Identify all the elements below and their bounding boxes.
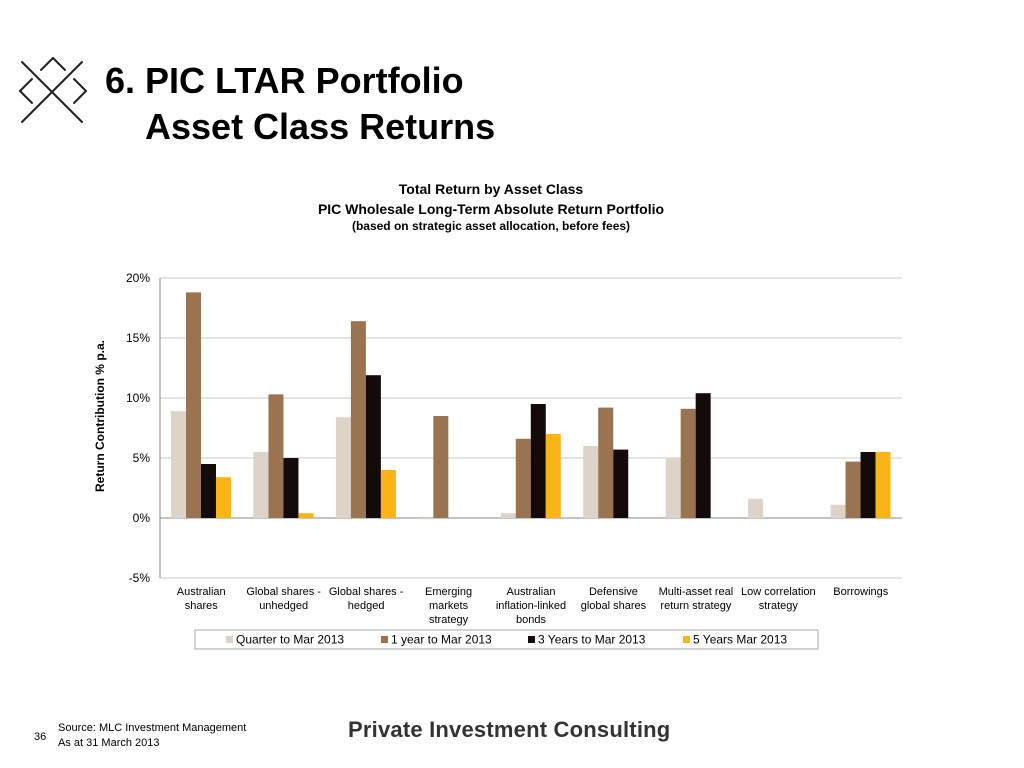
x-tick-label: strategy (429, 614, 469, 626)
y-axis-label: Return Contribution % p.a. (93, 340, 107, 492)
x-tick-label: Multi-asset real (659, 586, 734, 598)
slide-title-line1: 6. PIC LTAR Portfolio (105, 60, 464, 101)
x-logo-icon (19, 57, 87, 123)
y-tick-label: 10% (126, 391, 150, 405)
footer-source: Source: MLC Investment Management As at … (58, 721, 246, 751)
bar (298, 513, 314, 518)
bar (283, 458, 299, 518)
x-tick-label: unhedged (259, 600, 308, 612)
page-number: 36 (34, 731, 47, 743)
bar (335, 417, 351, 518)
bar (845, 461, 861, 518)
x-tick-label: shares (185, 600, 219, 612)
bar (201, 464, 216, 518)
bar-chart: -5% 0% 5% 10% 15% 20% Return Contribution % p.… (93, 271, 902, 650)
x-tick-label: markets (429, 600, 469, 612)
bar (598, 407, 614, 518)
x-tick-label: Global shares - (329, 586, 404, 598)
bar (748, 498, 764, 518)
x-tick-label: bonds (516, 614, 546, 626)
x-tick-label: Emerging (425, 586, 472, 598)
legend-label: 3 Years to Mar 2013 (538, 633, 646, 647)
bar (171, 411, 186, 518)
bar (530, 404, 546, 518)
legend-label: Quarter to Mar 2013 (236, 633, 344, 647)
x-tick-label: Borrowings (833, 586, 889, 598)
chart-title: Total Return by Asset Class (398, 181, 584, 197)
x-tick-label: Global shares - (246, 586, 321, 598)
x-tick-label: Australian (177, 586, 226, 598)
bar (515, 438, 531, 518)
x-tick-label: strategy (759, 600, 799, 612)
bar (380, 470, 396, 518)
slide-title: 6. PIC LTAR Portfolio Asset Class Return… (105, 58, 495, 150)
x-tick-label: return strategy (660, 600, 731, 612)
y-tick-label: 5% (133, 451, 151, 465)
x-tick-label: inflation-linked (496, 600, 566, 612)
bar (583, 446, 599, 518)
bar (545, 434, 561, 518)
x-tick-label: hedged (348, 600, 385, 612)
legend-swatch (381, 636, 388, 643)
legend-swatch (226, 636, 233, 643)
y-tick-label: 15% (126, 331, 150, 345)
source-text: Source: MLC Investment Management (58, 722, 247, 734)
bar (433, 416, 449, 518)
bar (680, 408, 696, 518)
bar (665, 458, 681, 518)
legend-swatch (683, 636, 690, 643)
as-at-text: As at 31 March 2013 (58, 737, 160, 749)
legend-swatch (528, 636, 535, 643)
y-tick-label: 0% (133, 511, 151, 525)
bar (500, 513, 516, 518)
x-tick-label: global shares (581, 600, 647, 612)
x-tick-label: Low correlation (741, 586, 816, 598)
chart-subtitle: PIC Wholesale Long-Term Absolute Return … (317, 201, 665, 217)
bar (186, 292, 201, 518)
bar (830, 504, 846, 518)
bar (418, 518, 434, 520)
brand-logo-text: Private Investment Consulting (348, 717, 671, 742)
bar (860, 452, 876, 518)
legend-label: 5 Years Mar 2013 (693, 633, 787, 647)
bar (875, 452, 891, 518)
x-tick-label: Australian (507, 586, 556, 598)
slide-title-line2: Asset Class Returns (145, 106, 496, 147)
bar (613, 449, 629, 518)
legend-box (194, 629, 819, 650)
legend-label: 1 year to Mar 2013 (391, 633, 492, 647)
bar (365, 375, 381, 518)
bar (268, 394, 284, 518)
x-tick-label: Defensive (589, 586, 638, 598)
bar (216, 477, 231, 518)
chart-note: (based on strategic asset allocation, be… (351, 219, 631, 233)
bar (350, 321, 366, 518)
y-tick-label: 20% (126, 271, 150, 285)
bar (253, 452, 269, 518)
y-tick-label: -5% (129, 571, 151, 585)
bar (695, 393, 711, 518)
